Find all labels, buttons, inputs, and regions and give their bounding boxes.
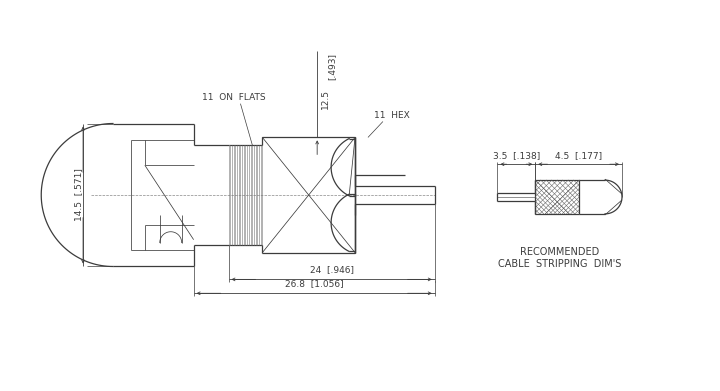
Text: 11  ON  FLATS: 11 ON FLATS [202, 93, 265, 102]
Text: [.493]: [.493] [327, 53, 336, 80]
Text: 11  HEX: 11 HEX [374, 111, 410, 120]
Text: 12.5: 12.5 [321, 89, 330, 109]
Text: CABLE  STRIPPING  DIM'S: CABLE STRIPPING DIM'S [498, 258, 621, 269]
Text: 4.5  [.177]: 4.5 [.177] [555, 151, 602, 160]
Text: 3.5  [.138]: 3.5 [.138] [492, 151, 540, 160]
Text: RECOMMENDED: RECOMMENDED [520, 247, 599, 256]
Text: 26.8  [1.056]: 26.8 [1.056] [285, 279, 343, 288]
Text: 14.5  [.571]: 14.5 [.571] [75, 169, 84, 221]
Text: 24  [.946]: 24 [.946] [310, 265, 354, 274]
